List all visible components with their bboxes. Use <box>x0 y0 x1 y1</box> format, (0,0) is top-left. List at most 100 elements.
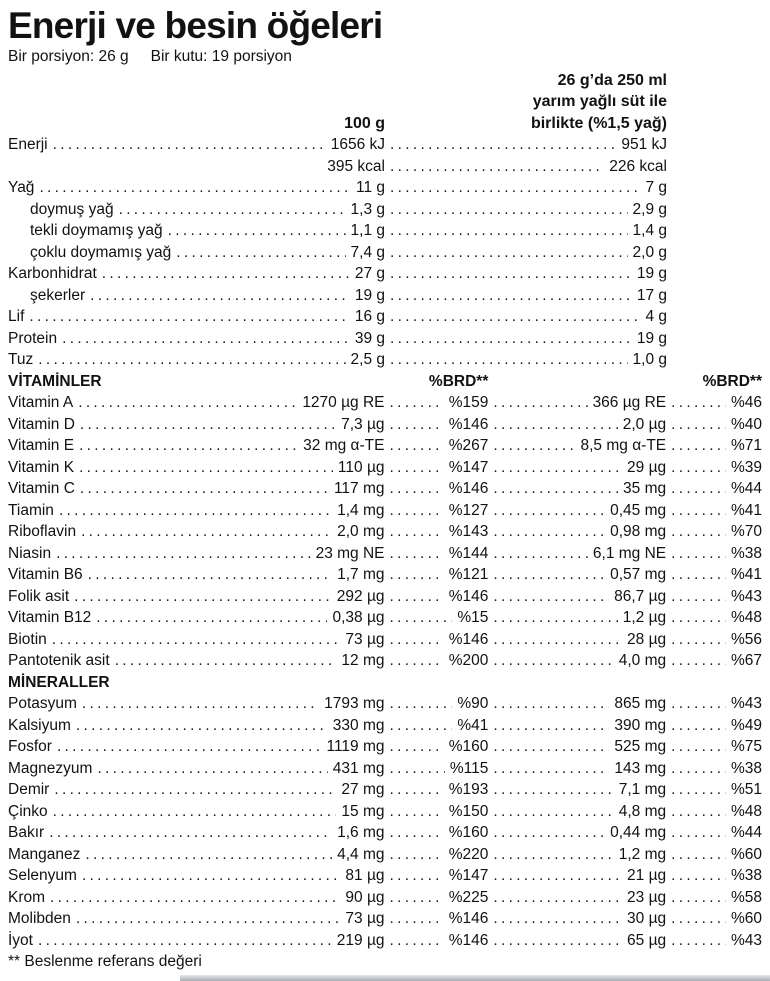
dot-leader <box>671 844 726 866</box>
value-100g: 330 mg <box>332 716 385 734</box>
cell-100g-group: şekerler 19 g <box>8 285 385 307</box>
brd-header-milk-cell: %BRD** <box>666 371 762 393</box>
brd-100g: %15 <box>457 609 489 626</box>
cell-100g-group: Selenyum 81 µg <box>8 865 385 887</box>
cell-100g-group: Manganez 4,4 mg <box>8 844 385 866</box>
table-row: Yağ 11 g 7 g <box>8 177 762 199</box>
cell-100g-group: doymuş yağ 1,3 g <box>8 199 385 221</box>
table-row: Vitamin D 7,3 µg %146 2,0 µg %40 <box>8 414 762 436</box>
value-100g: 73 µg <box>345 630 385 648</box>
row-label: Folik asit <box>8 587 70 605</box>
cell-100g-group: çoklu doymamış yağ 7,4 g <box>8 242 385 264</box>
dot-leader <box>390 521 444 543</box>
value-100g: 1119 mg <box>326 738 385 755</box>
brd-header-100g: %BRD** <box>428 372 489 390</box>
cell-value-milk: 21 µg <box>488 865 666 887</box>
dot-leader <box>168 220 346 242</box>
cell-brd-100g: %147 <box>385 865 489 887</box>
dot-leader <box>671 801 726 823</box>
serving-info: Bir porsiyon: 26 g Bir kutu: 19 porsiyon <box>8 48 762 66</box>
dot-leader <box>390 865 444 887</box>
table-row: Protein 39 g 19 g <box>8 328 762 350</box>
dot-leader <box>390 457 444 479</box>
cell-milk-group: 2,9 g <box>385 199 667 221</box>
table-row: Demir 27 mg %193 7,1 mg %51 <box>8 779 762 801</box>
row-label: Vitamin A <box>8 394 74 411</box>
dot-leader <box>97 758 327 780</box>
dot-leader <box>493 865 622 887</box>
dot-leader <box>390 435 444 457</box>
brd-100g: %121 <box>448 566 489 583</box>
cell-100g-group: Niasin 23 mg NE <box>8 543 385 565</box>
dot-leader <box>81 521 332 543</box>
dot-leader <box>52 629 341 651</box>
dot-leader <box>390 134 616 156</box>
dot-leader <box>390 242 628 264</box>
dot-leader <box>671 629 726 651</box>
dot-leader <box>79 435 298 457</box>
cell-100g-group: İyot 219 µg <box>8 930 385 952</box>
value-100g: 1793 mg <box>324 695 385 712</box>
row-label: Molibden <box>8 910 71 927</box>
dot-leader <box>493 392 587 414</box>
cell-brd-milk: %39 <box>666 457 762 479</box>
dot-leader <box>493 736 609 758</box>
brd-100g: %147 <box>448 867 489 884</box>
cell-brd-100g: %41 <box>385 715 488 737</box>
dot-leader <box>671 693 726 715</box>
cell-100g-group: Enerji 1656 kJ <box>8 134 385 156</box>
section-title-cell: VİTAMİNLER <box>8 371 385 393</box>
dot-leader <box>390 908 444 930</box>
table-row: Bakır 1,6 mg %160 0,44 mg %44 <box>8 822 762 844</box>
row-label: Enerji <box>8 136 48 153</box>
cell-brd-100g: %220 <box>385 844 489 866</box>
spacer-cell <box>488 371 666 393</box>
section-title: MİNERALLER <box>8 673 110 691</box>
cell-milk-group: 4 g <box>385 306 667 328</box>
brd-with-milk: %43 <box>730 587 762 605</box>
cell-100g-group: Çinko 15 mg <box>8 801 385 823</box>
value-with-milk: 17 g <box>636 286 667 304</box>
serving-box-count: Bir kutu: 19 porsiyon <box>150 48 292 65</box>
row-label: İyot <box>8 931 33 949</box>
brd-with-milk: %43 <box>730 931 762 949</box>
cell-milk-group: 19 g <box>385 328 667 350</box>
cell-brd-milk: %48 <box>666 607 762 629</box>
value-100g: 27 g <box>354 265 385 282</box>
dot-leader <box>390 607 453 629</box>
dot-leader <box>390 306 640 328</box>
value-with-milk: 1,2 mg <box>618 845 667 863</box>
dot-leader <box>671 715 726 737</box>
cell-100g-group: Biotin 73 µg <box>8 629 385 651</box>
dot-leader <box>390 177 640 199</box>
brd-with-milk: %43 <box>730 695 762 712</box>
brd-with-milk: %44 <box>730 480 762 497</box>
dot-leader <box>390 478 444 500</box>
brd-100g: %159 <box>448 394 489 411</box>
dot-leader <box>390 930 444 952</box>
table-row: Vitamin B12 0,38 µg %15 1,2 µg %48 <box>8 607 762 629</box>
dot-leader <box>390 220 628 242</box>
column-header-with-milk-line1: 26 g’da 250 ml <box>557 72 667 89</box>
brd-with-milk: %49 <box>730 716 762 734</box>
brd-with-milk: %38 <box>730 867 762 884</box>
brd-with-milk: %58 <box>730 888 762 906</box>
dot-leader <box>493 564 605 586</box>
value-100g: 2,5 g <box>350 351 385 368</box>
column-header-with-milk-line2: yarım yağlı süt ile <box>532 93 667 111</box>
table-row: Magnezyum 431 mg %115 143 mg %38 <box>8 758 762 780</box>
value-with-milk: 366 µg RE <box>592 394 667 411</box>
row-label: Pantotenik asit <box>8 652 110 669</box>
value-100g: 1,4 mg <box>337 501 385 519</box>
value-100g: 12 mg <box>341 652 385 669</box>
cell-value-milk: 366 µg RE <box>488 392 667 414</box>
row-label: Vitamin B12 <box>8 609 92 626</box>
cell-100g-group: Krom 90 µg <box>8 887 385 909</box>
value-with-milk: 226 kcal <box>609 157 667 175</box>
dot-leader <box>390 328 632 350</box>
dot-leader <box>29 306 349 328</box>
value-100g: 117 mg <box>333 480 385 497</box>
cell-milk-group: 1,0 g <box>385 349 667 371</box>
dot-leader <box>115 650 337 672</box>
brd-header-milk: %BRD** <box>702 372 762 390</box>
